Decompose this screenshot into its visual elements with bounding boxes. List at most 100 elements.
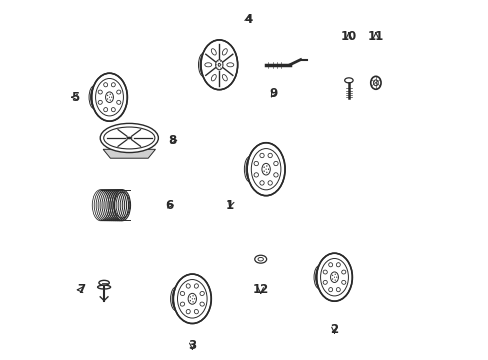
Ellipse shape xyxy=(331,278,332,280)
Ellipse shape xyxy=(267,153,272,158)
Ellipse shape xyxy=(344,78,352,83)
Ellipse shape xyxy=(334,279,335,281)
Ellipse shape xyxy=(336,276,337,278)
Ellipse shape xyxy=(263,170,264,172)
Ellipse shape xyxy=(107,98,108,100)
Ellipse shape xyxy=(254,161,258,166)
Ellipse shape xyxy=(111,108,115,112)
Polygon shape xyxy=(103,149,155,158)
Ellipse shape xyxy=(336,288,340,292)
Ellipse shape xyxy=(370,76,380,89)
Text: 9: 9 xyxy=(268,87,277,100)
Ellipse shape xyxy=(117,100,121,104)
Ellipse shape xyxy=(373,80,377,86)
Text: 2: 2 xyxy=(330,323,338,336)
Text: 1: 1 xyxy=(225,199,234,212)
Ellipse shape xyxy=(267,168,268,170)
Ellipse shape xyxy=(221,64,222,66)
Ellipse shape xyxy=(192,301,193,302)
Ellipse shape xyxy=(200,292,204,296)
Ellipse shape xyxy=(259,153,264,158)
Ellipse shape xyxy=(259,181,264,185)
Ellipse shape xyxy=(266,165,267,167)
Ellipse shape xyxy=(328,288,332,292)
Ellipse shape xyxy=(180,302,184,306)
Text: 7: 7 xyxy=(77,283,85,296)
Ellipse shape xyxy=(180,292,184,296)
Ellipse shape xyxy=(211,75,216,81)
Ellipse shape xyxy=(191,298,192,300)
Ellipse shape xyxy=(273,173,278,177)
Ellipse shape xyxy=(201,40,237,90)
Ellipse shape xyxy=(189,300,190,301)
Ellipse shape xyxy=(103,127,155,149)
Text: 10: 10 xyxy=(340,30,356,42)
Ellipse shape xyxy=(103,108,107,112)
Ellipse shape xyxy=(220,67,221,68)
Ellipse shape xyxy=(98,100,102,104)
Ellipse shape xyxy=(189,296,190,298)
Ellipse shape xyxy=(222,49,227,55)
Ellipse shape xyxy=(323,270,326,274)
Ellipse shape xyxy=(186,310,190,314)
Ellipse shape xyxy=(266,172,267,173)
Ellipse shape xyxy=(98,90,102,94)
Ellipse shape xyxy=(330,272,338,283)
Text: 12: 12 xyxy=(252,283,268,296)
Ellipse shape xyxy=(211,49,216,55)
Ellipse shape xyxy=(103,83,107,87)
Ellipse shape xyxy=(194,310,198,314)
Ellipse shape xyxy=(341,270,345,274)
Ellipse shape xyxy=(262,163,270,175)
Ellipse shape xyxy=(98,285,110,289)
Ellipse shape xyxy=(204,63,211,67)
Ellipse shape xyxy=(341,280,345,284)
Ellipse shape xyxy=(109,99,110,101)
Ellipse shape xyxy=(186,284,190,288)
Ellipse shape xyxy=(109,94,110,95)
Ellipse shape xyxy=(91,73,127,121)
Ellipse shape xyxy=(333,276,334,278)
Ellipse shape xyxy=(263,166,264,168)
Ellipse shape xyxy=(226,63,233,67)
Ellipse shape xyxy=(258,257,263,261)
Ellipse shape xyxy=(107,95,108,96)
Ellipse shape xyxy=(188,293,196,304)
Ellipse shape xyxy=(217,61,218,62)
Text: 6: 6 xyxy=(164,199,173,212)
Ellipse shape xyxy=(173,274,211,324)
Ellipse shape xyxy=(194,284,198,288)
Ellipse shape xyxy=(111,83,115,87)
Ellipse shape xyxy=(218,63,220,66)
Ellipse shape xyxy=(323,280,326,284)
Text: 11: 11 xyxy=(367,30,383,42)
Ellipse shape xyxy=(217,67,218,68)
Ellipse shape xyxy=(100,123,158,153)
Ellipse shape xyxy=(254,173,258,177)
Ellipse shape xyxy=(105,92,113,103)
Ellipse shape xyxy=(265,168,266,170)
Text: 5: 5 xyxy=(71,91,79,104)
Ellipse shape xyxy=(192,295,193,297)
Text: 8: 8 xyxy=(168,134,176,147)
Ellipse shape xyxy=(336,263,340,267)
Ellipse shape xyxy=(216,64,217,66)
Ellipse shape xyxy=(111,96,112,98)
Ellipse shape xyxy=(267,181,272,185)
Ellipse shape xyxy=(215,60,223,70)
Ellipse shape xyxy=(331,275,332,276)
Text: 4: 4 xyxy=(244,13,252,26)
Ellipse shape xyxy=(254,255,266,263)
Ellipse shape xyxy=(246,143,285,196)
Ellipse shape xyxy=(222,75,227,81)
Ellipse shape xyxy=(316,253,352,301)
Ellipse shape xyxy=(200,302,204,306)
Ellipse shape xyxy=(117,90,121,94)
Ellipse shape xyxy=(334,274,335,275)
Ellipse shape xyxy=(273,161,278,166)
Ellipse shape xyxy=(328,263,332,267)
Ellipse shape xyxy=(220,61,221,62)
Ellipse shape xyxy=(194,298,195,300)
Ellipse shape xyxy=(109,96,110,98)
Ellipse shape xyxy=(99,280,109,285)
